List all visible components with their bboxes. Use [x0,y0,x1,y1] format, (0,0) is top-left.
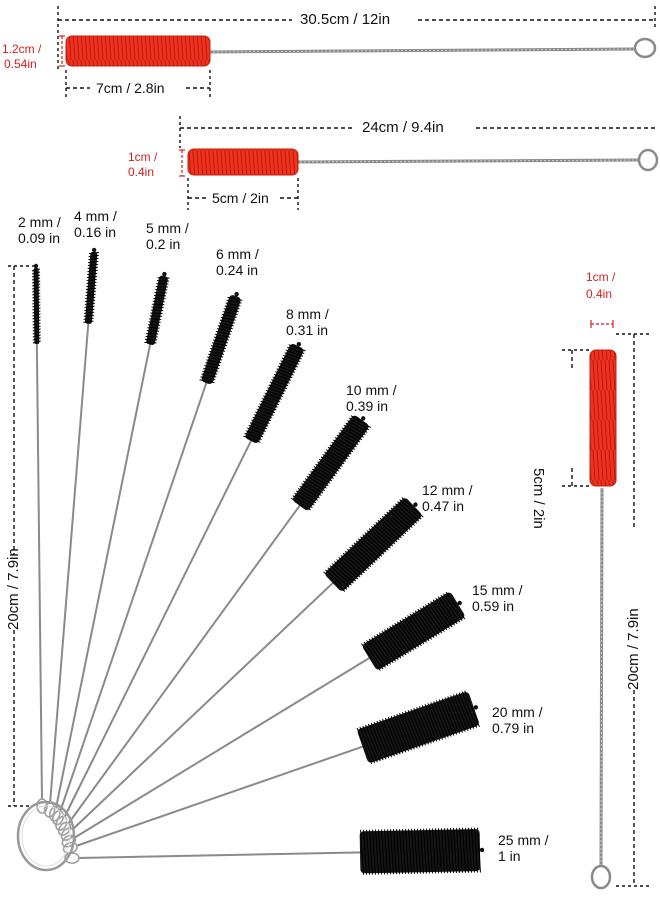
fan-brush-size-mm: 2 mm / [18,214,61,230]
fan-brush-set [31,247,485,875]
fan-brush-size-mm: 6 mm / [216,246,259,262]
right-brush-dimension-lines [562,333,652,887]
brush-bristle-head [356,690,480,765]
fan-brush-10 [64,827,485,875]
brush-tip-dot [479,847,485,853]
fan-brush-size-inch: 0.39 in [346,398,389,414]
brush-tip-dot [413,502,418,507]
mid-red-brush [187,148,659,176]
brush-bristle-head [144,275,170,345]
fan-brush-size-mm: 10 mm / [346,382,397,398]
brush-wire [35,267,43,801]
brush-tip-dot [91,247,97,253]
fan-brush-size-inch: 0.59 in [472,598,515,614]
fan-brush-2 [43,247,100,818]
fan-brush-size-inch: 0.31 in [286,322,329,338]
fan-brush-4 [52,291,243,826]
brush-bristle-head [243,344,306,443]
fan-brush-size-mm: 15 mm / [472,582,523,598]
brush-loop [64,852,80,864]
brush-tip-dot [162,271,167,277]
right-brush-diameter-line2: 0.4in [586,287,613,301]
fan-brush-size-mm: 25 mm / [498,832,549,848]
fan-brush-size-inch: 0.79 in [492,720,535,736]
fan-brush-size-inch: 0.47 in [422,498,465,514]
big-brush-diameter-mark [59,35,65,67]
fan-brush-5 [55,342,306,831]
mid-brush-total-length: 24cm / 9.4in [362,119,444,136]
big-red-brush [65,35,657,67]
brush-loop [57,821,72,837]
right-brush-head-length: 5cm / 2in [530,468,547,529]
big-brush-total-length: 30.5cm / 12in [300,11,391,28]
right-brush-diameter-mark [590,320,614,328]
fan-length-dimension [8,265,34,807]
mid-brush-dimension-lines [179,116,655,210]
brush-bristle-head [199,295,243,384]
key-ring [16,800,76,872]
brush-wire [49,251,95,805]
brush-tip-dot [473,705,479,710]
brush-bristle-head [323,497,424,592]
mid-brush-diameter-line1: 1cm / [128,150,158,164]
right-red-brush [589,349,617,890]
brush-bristle-head [361,591,466,671]
right-brush-diameter-line1: 1cm / [586,270,616,284]
brush-bristle-head [290,415,371,511]
right-brush-total-length: 20cm / 7.9in [625,608,642,690]
mid-brush-head-length: 5cm / 2in [212,190,269,206]
big-brush-dimension-lines [57,6,656,100]
fan-brush-size-inch: 0.09 in [18,230,61,246]
fan-brush-7 [60,497,424,841]
fan-brush-size-mm: 4 mm / [74,208,117,224]
fan-brush-8 [61,591,466,848]
brush-tip-dot [360,416,366,421]
fan-brush-size-inch: 1 in [498,848,521,864]
brush-bristle-head [31,267,41,345]
fan-brush-size-mm: 20 mm / [492,704,543,720]
brush-bristle-head [83,251,100,324]
fan-brush-size-inch: 0.24 in [216,262,259,278]
big-brush-diameter-line2: 0.54in [4,57,37,71]
big-brush-head-length: 7cm / 2.8in [96,80,165,96]
fan-brush-size-mm: 12 mm / [422,482,473,498]
mid-brush-diameter-line2: 0.4in [128,165,155,179]
fan-brush-1 [31,263,48,814]
mid-brush-diameter-mark [179,149,185,177]
brush-tip-dot [234,291,239,297]
brush-tip-dot [296,342,302,347]
fan-brush-9 [62,690,480,855]
fan-brush-size-mm: 5 mm / [146,220,189,236]
big-brush-diameter-line1: 1.2cm / [2,42,42,56]
fan-brush-size-inch: 0.2 in [146,236,181,252]
fan-length-label: 20cm / 7.9in [5,548,22,630]
brush-tip-dot [457,600,462,606]
brush-tip-dot [33,263,39,269]
fan-brush-size-inch: 0.16 in [74,224,117,240]
brush-wire [55,275,165,809]
brush-bristle-head [359,827,481,875]
fan-brush-6 [57,415,371,837]
fan-brush-size-mm: 8 mm / [286,306,329,322]
fan-brush-3 [48,271,170,822]
